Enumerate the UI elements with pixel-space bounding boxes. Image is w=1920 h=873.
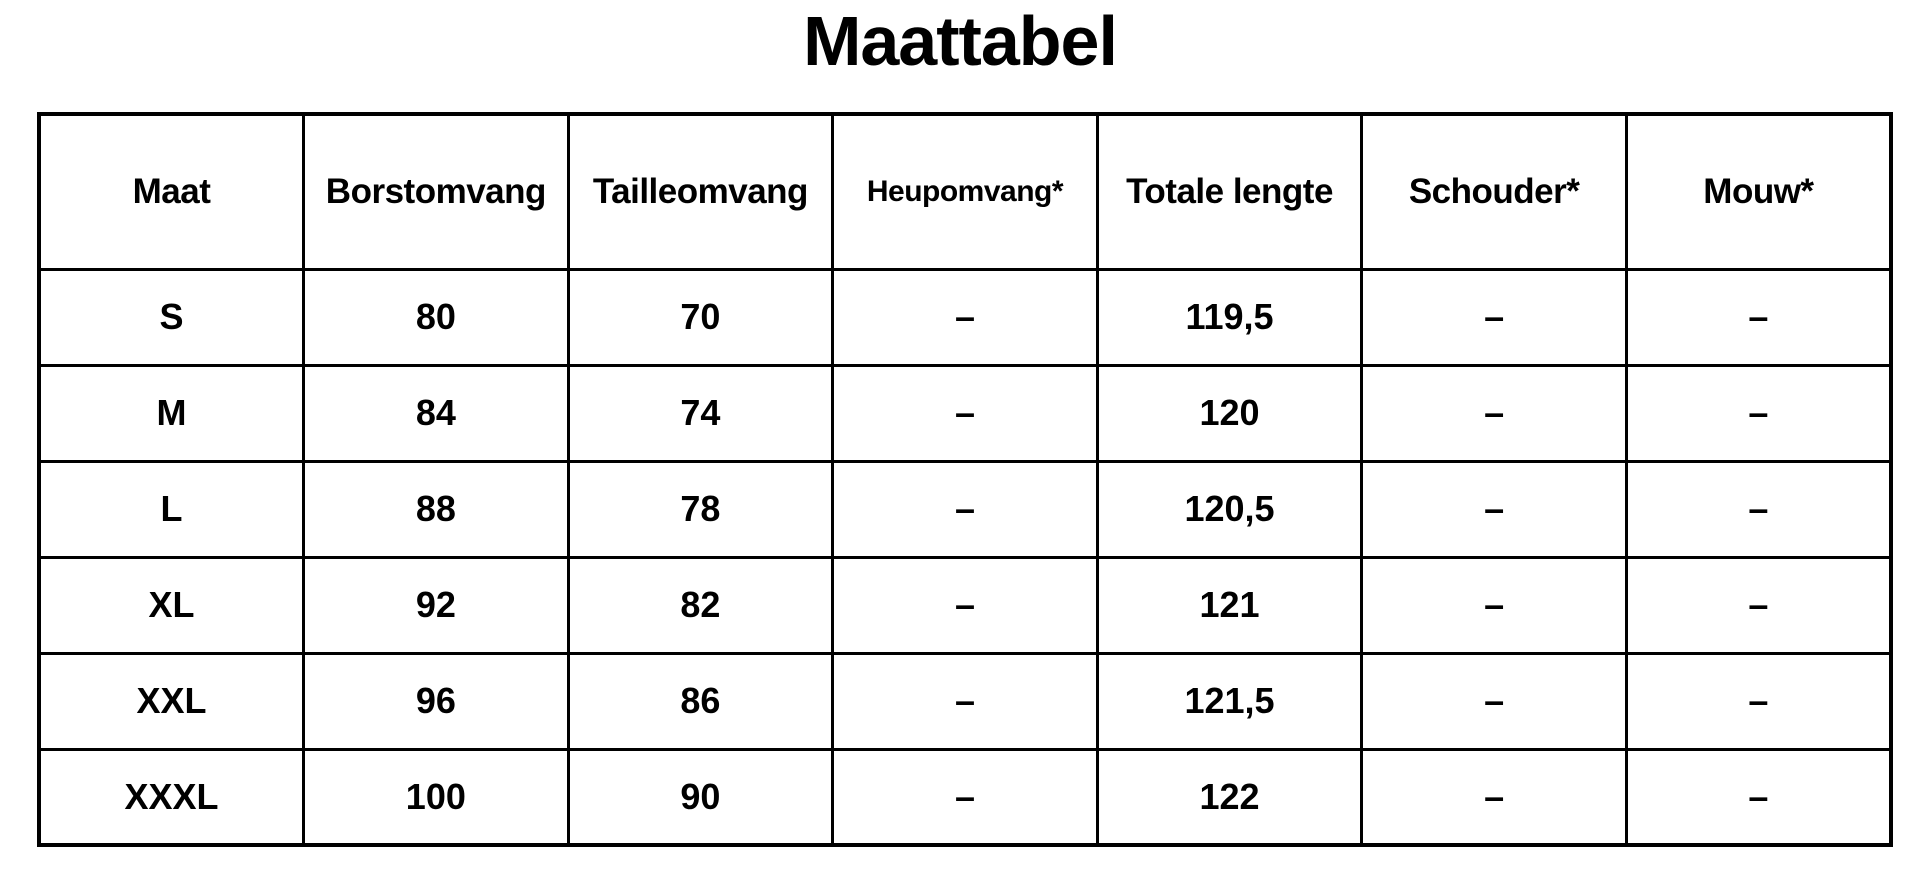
table-row-xl: XL 92 82 – 121 – – bbox=[37, 555, 1893, 655]
value-cell: – bbox=[1360, 267, 1628, 367]
value-cell: – bbox=[1624, 555, 1893, 655]
size-cell: XXXL bbox=[37, 747, 306, 847]
table-row-m: M 84 74 – 120 – – bbox=[37, 363, 1893, 463]
size-cell: XL bbox=[37, 555, 306, 655]
value-cell: 120 bbox=[1095, 363, 1364, 463]
value-cell: – bbox=[1360, 651, 1628, 751]
page-title: Maattabel bbox=[803, 2, 1118, 80]
table-row-s: S 80 70 – 119,5 – – bbox=[37, 267, 1893, 367]
value-cell: – bbox=[1624, 747, 1893, 847]
value-cell: – bbox=[1360, 747, 1628, 847]
header-cell-mouw: Mouw* bbox=[1624, 112, 1893, 271]
header-cell-borstomvang: Borstomvang bbox=[302, 112, 570, 271]
value-cell: 90 bbox=[566, 747, 835, 847]
value-cell: 122 bbox=[1095, 747, 1364, 847]
value-cell: 78 bbox=[566, 459, 835, 559]
size-table: Maat Borstomvang Tailleomvang Heupomvang… bbox=[37, 112, 1893, 847]
value-cell: 70 bbox=[566, 267, 835, 367]
value-cell: – bbox=[1624, 651, 1893, 751]
header-cell-heupomvang: Heupomvang* bbox=[831, 112, 1099, 271]
table-row-xxl: XXL 96 86 – 121,5 – – bbox=[37, 651, 1893, 751]
value-cell: 84 bbox=[302, 363, 570, 463]
size-cell: S bbox=[37, 267, 306, 367]
value-cell: 74 bbox=[566, 363, 835, 463]
value-cell: – bbox=[1360, 555, 1628, 655]
value-cell: 88 bbox=[302, 459, 570, 559]
value-cell: – bbox=[1360, 459, 1628, 559]
value-cell: – bbox=[1624, 267, 1893, 367]
value-cell: – bbox=[1360, 363, 1628, 463]
header-cell-schouder: Schouder* bbox=[1360, 112, 1628, 271]
value-cell: – bbox=[831, 459, 1099, 559]
value-cell: 121,5 bbox=[1095, 651, 1364, 751]
header-cell-totale-lengte: Totale lengte bbox=[1095, 112, 1364, 271]
value-cell: – bbox=[831, 555, 1099, 655]
header-cell-maat: Maat bbox=[37, 112, 306, 271]
value-cell: – bbox=[831, 267, 1099, 367]
value-cell: 82 bbox=[566, 555, 835, 655]
value-cell: – bbox=[831, 651, 1099, 751]
value-cell: 92 bbox=[302, 555, 570, 655]
size-cell: XXL bbox=[37, 651, 306, 751]
table-row-xxxl: XXXL 100 90 – 122 – – bbox=[37, 747, 1893, 847]
value-cell: 96 bbox=[302, 651, 570, 751]
header-row: Maat Borstomvang Tailleomvang Heupomvang… bbox=[37, 112, 1893, 271]
value-cell: – bbox=[831, 747, 1099, 847]
value-cell: – bbox=[1624, 459, 1893, 559]
value-cell: 80 bbox=[302, 267, 570, 367]
value-cell: – bbox=[1624, 363, 1893, 463]
size-cell: L bbox=[37, 459, 306, 559]
value-cell: 119,5 bbox=[1095, 267, 1364, 367]
value-cell: 121 bbox=[1095, 555, 1364, 655]
value-cell: 100 bbox=[302, 747, 570, 847]
header-cell-tailleomvang: Tailleomvang bbox=[566, 112, 835, 271]
size-cell: M bbox=[37, 363, 306, 463]
table-row-l: L 88 78 – 120,5 – – bbox=[37, 459, 1893, 559]
value-cell: 120,5 bbox=[1095, 459, 1364, 559]
value-cell: – bbox=[831, 363, 1099, 463]
value-cell: 86 bbox=[566, 651, 835, 751]
